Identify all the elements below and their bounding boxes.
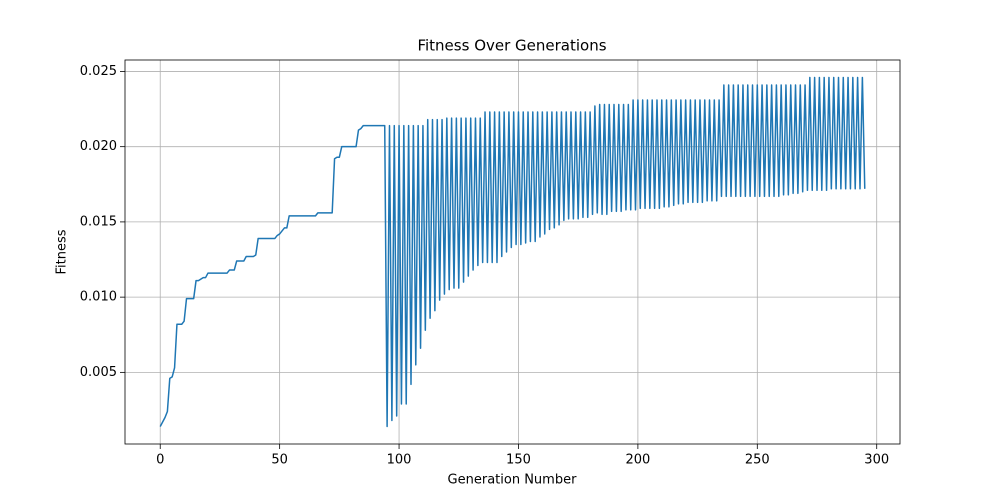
plot-frame — [124, 59, 901, 445]
data-line — [159, 76, 866, 428]
x-tick-label: 150 — [506, 453, 531, 468]
chart-title: Fitness Over Generations — [417, 37, 606, 55]
y-tick-label: 0.010 — [80, 290, 117, 305]
x-tick-label: 100 — [387, 453, 412, 468]
y-axis-label: Fitness — [55, 229, 70, 274]
x-axis-label: Generation Number — [448, 473, 578, 488]
y-tick-label: 0.005 — [80, 365, 117, 380]
x-tick-label: 250 — [745, 453, 770, 468]
x-tick-label: 50 — [271, 453, 288, 468]
y-tick-label: 0.015 — [80, 214, 117, 229]
x-tick-label: 0 — [156, 453, 164, 468]
x-tick-label: 200 — [625, 453, 650, 468]
y-tick-label: 0.025 — [80, 64, 117, 79]
y-tick-label: 0.020 — [80, 139, 117, 154]
x-tick-label: 300 — [864, 453, 889, 468]
